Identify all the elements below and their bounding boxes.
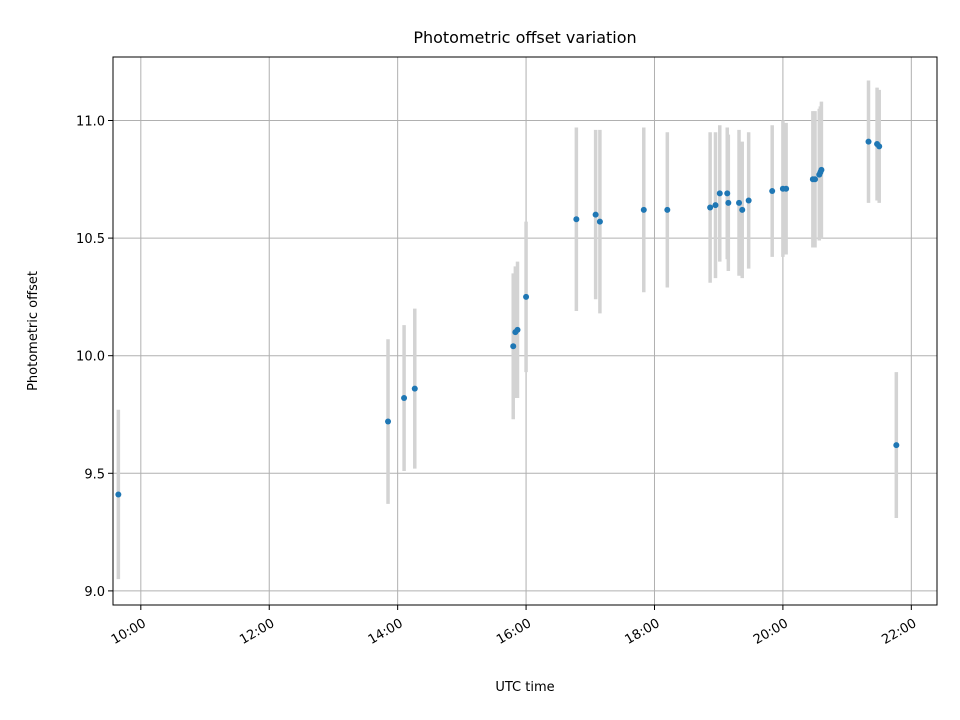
y-tick-label: 9.5 xyxy=(84,467,105,482)
data-point xyxy=(385,418,392,425)
data-point xyxy=(736,199,743,206)
data-point xyxy=(596,218,603,225)
y-tick-label: 10.5 xyxy=(76,232,105,247)
data-points xyxy=(115,138,900,498)
data-point xyxy=(865,138,872,145)
plot-frame xyxy=(112,56,938,606)
data-point xyxy=(812,176,819,183)
data-point xyxy=(640,206,647,213)
data-point xyxy=(592,211,599,218)
data-point xyxy=(510,343,517,350)
y-axis-label: Photometric offset xyxy=(26,271,41,391)
data-point xyxy=(716,190,723,197)
data-point xyxy=(401,395,408,402)
data-point xyxy=(818,166,825,173)
data-point xyxy=(514,326,521,333)
data-point xyxy=(725,199,732,206)
data-point xyxy=(115,491,122,498)
data-point xyxy=(893,442,900,449)
y-tick-label: 9.0 xyxy=(84,585,105,600)
chart-title: Photometric offset variation xyxy=(413,28,636,47)
data-point xyxy=(876,143,883,150)
data-point xyxy=(783,185,790,192)
data-point xyxy=(739,206,746,213)
data-point xyxy=(573,216,580,223)
y-tick-label: 10.0 xyxy=(76,350,105,365)
data-point xyxy=(712,202,719,209)
data-point xyxy=(769,188,776,195)
data-point xyxy=(745,197,752,204)
y-tick-label: 11.0 xyxy=(76,115,105,130)
data-point xyxy=(724,190,731,197)
data-point xyxy=(664,206,671,213)
data-point xyxy=(523,293,530,300)
data-point xyxy=(411,385,418,392)
x-axis-label: UTC time xyxy=(495,680,554,695)
data-point xyxy=(707,204,714,211)
